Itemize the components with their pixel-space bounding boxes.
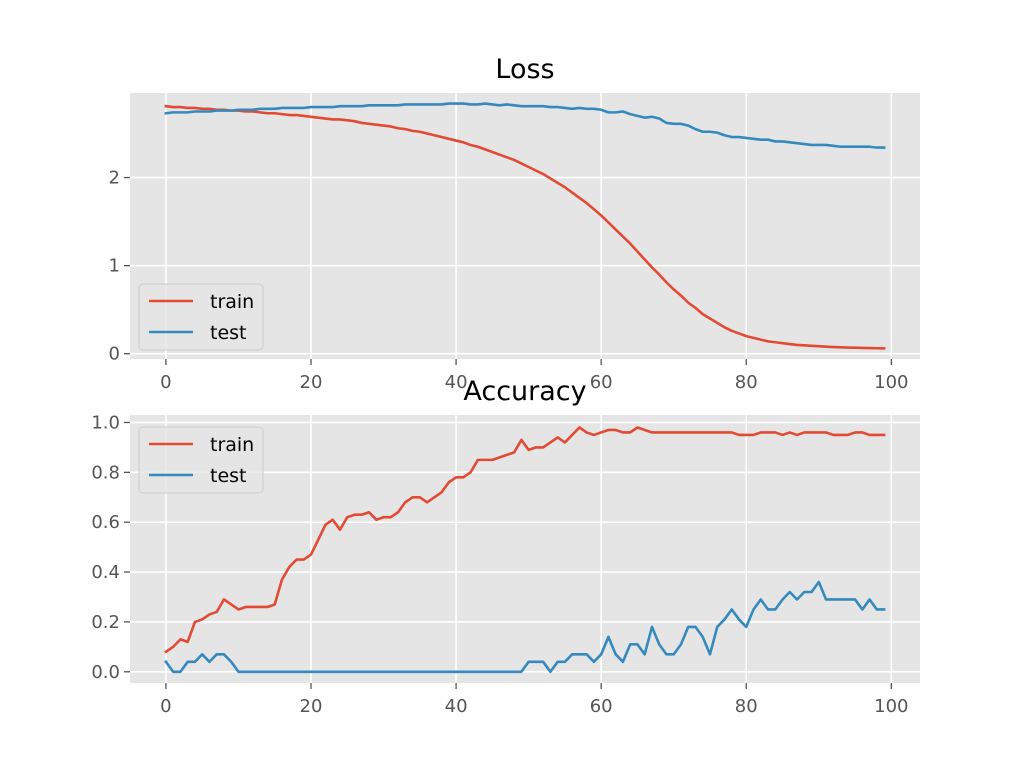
loss-train-line <box>164 104 886 350</box>
accuracy-test-line <box>164 580 886 674</box>
loss-series <box>164 102 886 350</box>
loss-x-tick-label: 100 <box>874 372 908 393</box>
accuracy-y-tick-label: 1.0 <box>91 412 120 433</box>
loss-title: Loss <box>495 54 554 85</box>
accuracy-y-tick-label: 0.2 <box>91 612 120 633</box>
accuracy-series <box>164 426 886 674</box>
accuracy-x-tick-label: 20 <box>300 696 323 717</box>
accuracy-y-tick-label: 0.8 <box>91 462 120 483</box>
loss-y-tick-label: 0 <box>109 344 120 365</box>
accuracy-y-tick-label: 0.4 <box>91 562 120 583</box>
loss-x-tick-label: 0 <box>160 372 171 393</box>
accuracy-y-tick-label: 0.0 <box>91 662 120 683</box>
loss-ticks: 0 20 40 60 80 100 0 1 2 <box>109 168 909 393</box>
accuracy-title: Accuracy <box>463 376 586 407</box>
loss-y-tick-label: 1 <box>109 256 120 277</box>
accuracy-x-tick-label: 40 <box>445 696 468 717</box>
loss-x-tick-label: 40 <box>445 372 468 393</box>
loss-x-tick-label: 80 <box>735 372 758 393</box>
loss-panel: 0 20 40 60 80 100 0 1 2 Loss train test <box>109 54 920 393</box>
accuracy-x-tick-label: 60 <box>590 696 613 717</box>
accuracy-train-line <box>164 426 886 654</box>
accuracy-x-tick-label: 80 <box>735 696 758 717</box>
loss-legend-label-test: test <box>210 322 247 344</box>
accuracy-legend: train test <box>138 426 264 494</box>
loss-legend-label-train: train <box>210 291 254 313</box>
accuracy-ticks: 0 20 40 60 80 100 0.0 0.2 0.4 0.6 0.8 1.0 <box>91 412 908 717</box>
accuracy-legend-label-train: train <box>210 434 254 456</box>
loss-x-tick-label: 20 <box>300 372 323 393</box>
accuracy-x-tick-label: 100 <box>874 696 908 717</box>
loss-y-tick-label: 2 <box>109 168 120 189</box>
loss-x-tick-label: 60 <box>590 372 613 393</box>
loss-legend: train test <box>138 283 264 351</box>
accuracy-x-tick-label: 0 <box>160 696 171 717</box>
accuracy-y-tick-label: 0.6 <box>91 512 120 533</box>
accuracy-legend-label-test: test <box>210 465 247 487</box>
loss-test-line <box>164 102 886 149</box>
